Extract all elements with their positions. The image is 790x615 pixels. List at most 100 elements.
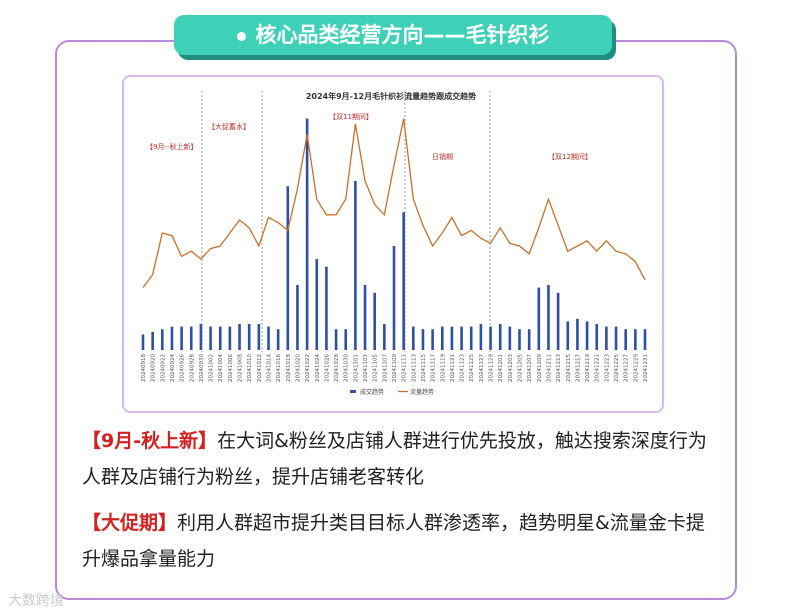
bar	[354, 181, 357, 350]
x-tick-label: 20241016	[276, 354, 282, 382]
x-tick-label: 20241010	[247, 354, 253, 382]
chart-title: 2024年9月-12月毛针织衫流量趋势跟成交趋势	[306, 91, 476, 101]
x-tick-label: 20241231	[643, 354, 649, 382]
x-tick-label: 20241221	[595, 354, 601, 382]
bar	[624, 329, 627, 350]
bar	[537, 287, 541, 350]
x-tick-label: 20240928	[189, 354, 195, 382]
paragraph-text: 利用人群超市提升类目目标人群渗透率，趋势明星&流量金卡提升爆品拿量能力	[82, 512, 705, 570]
annotation: 【大促蓄水】	[208, 122, 250, 131]
bar	[412, 326, 415, 350]
bar	[315, 259, 319, 350]
x-tick-label: 20241227	[624, 354, 630, 382]
x-tick-label: 20240918	[141, 354, 147, 382]
bar	[392, 246, 396, 350]
x-tick-label: 20241101	[353, 354, 359, 382]
bar	[450, 326, 454, 350]
legend-label: 流量趋势	[410, 388, 434, 396]
x-tick-label: 20241107	[382, 354, 388, 382]
x-tick-label: 20241209	[537, 354, 543, 382]
x-tick-label: 20241109	[392, 354, 398, 382]
x-tick-label: 20240926	[180, 354, 186, 382]
x-tick-label: 20241125	[469, 354, 475, 382]
bar	[344, 329, 348, 350]
x-tick-label: 20241115	[421, 354, 427, 382]
bar	[373, 292, 376, 350]
x-tick-label: 20241111	[402, 354, 408, 382]
bar	[469, 326, 473, 350]
paragraph-tag: 【大促期】	[82, 512, 178, 534]
x-tick-label: 20241006	[228, 354, 234, 382]
chart: 2024年9月-12月毛针织衫流量趋势跟成交趋势 【9月--秋上新】 【大促蓄水】…	[141, 91, 649, 396]
x-tick-label: 20241002	[209, 354, 215, 382]
x-tick-label: 20241030	[344, 354, 350, 382]
x-tick-label: 20241211	[546, 354, 552, 382]
x-tick-label: 20241119	[440, 354, 446, 382]
bar	[585, 321, 589, 350]
annotation: 【双11期间】	[329, 113, 373, 121]
bar	[218, 326, 222, 350]
x-tick-label: 20241207	[527, 354, 533, 382]
x-tick-label: 20241020	[295, 354, 301, 382]
bar	[489, 326, 492, 350]
x-tick-label: 20241004	[218, 354, 224, 382]
x-tick-label: 20241229	[633, 354, 639, 382]
bar	[421, 329, 425, 350]
x-tick-label: 20241105	[373, 354, 379, 382]
bar	[634, 329, 637, 350]
x-tick-label: 20240922	[160, 354, 166, 382]
bar	[305, 118, 309, 350]
bar	[325, 266, 328, 350]
x-tick-label: 20241024	[315, 354, 321, 382]
bar	[238, 324, 241, 350]
x-tick-label: 20240920	[151, 354, 157, 382]
bar	[431, 329, 434, 350]
x-tick-label: 20241213	[556, 354, 562, 382]
bar	[440, 326, 444, 350]
bar	[479, 324, 483, 350]
bar	[383, 324, 386, 350]
x-tick-label: 20241018	[286, 354, 292, 382]
x-tick-label: 20241117	[431, 354, 437, 382]
annotation: 【9月--秋上新】	[146, 142, 198, 151]
bar	[267, 326, 270, 350]
bar	[286, 186, 290, 350]
bar	[247, 324, 251, 350]
chart-frame	[122, 75, 664, 413]
x-tick-label: 20241026	[324, 354, 330, 382]
bar	[334, 329, 338, 350]
x-tick-label: 20241014	[267, 354, 273, 382]
bar	[151, 331, 154, 350]
x-tick-label: 20241127	[479, 354, 485, 382]
x-tick-label: 20241201	[498, 354, 504, 382]
bar	[527, 329, 531, 350]
x-tick-label: 20241103	[363, 354, 369, 382]
x-tick-label: 20241205	[518, 354, 524, 382]
bar	[498, 324, 502, 350]
bar	[257, 324, 261, 350]
legend-label: 成交趋势	[360, 388, 384, 396]
x-tick-label: 20241129	[489, 354, 495, 382]
x-tick-label: 20240924	[170, 354, 176, 382]
x-tick-label: 20240930	[199, 354, 205, 382]
paragraph-text: 在大词&粉丝及店铺人群进行优先投放，触达搜索深度行为人群及店铺行为粉丝，提升店铺…	[82, 430, 707, 488]
paragraph-tag: 【9月-秋上新】	[82, 430, 218, 452]
bar	[614, 326, 618, 350]
bar	[170, 326, 174, 350]
x-tick-label: 20241217	[575, 354, 581, 382]
bar	[161, 329, 164, 350]
bar	[547, 285, 550, 350]
bar	[228, 326, 232, 350]
bar	[209, 326, 212, 350]
bar	[402, 212, 405, 350]
bar	[508, 326, 512, 350]
bar	[199, 324, 203, 350]
legend-swatch	[350, 390, 356, 393]
bar	[576, 318, 579, 350]
bar	[518, 329, 521, 350]
bar	[643, 329, 647, 350]
paragraph: 【大促期】利用人群超市提升类目目标人群渗透率，趋势明星&流量金卡提升爆品拿量能力	[82, 505, 712, 577]
bar	[605, 326, 608, 350]
x-tick-label: 20241121	[450, 354, 456, 382]
